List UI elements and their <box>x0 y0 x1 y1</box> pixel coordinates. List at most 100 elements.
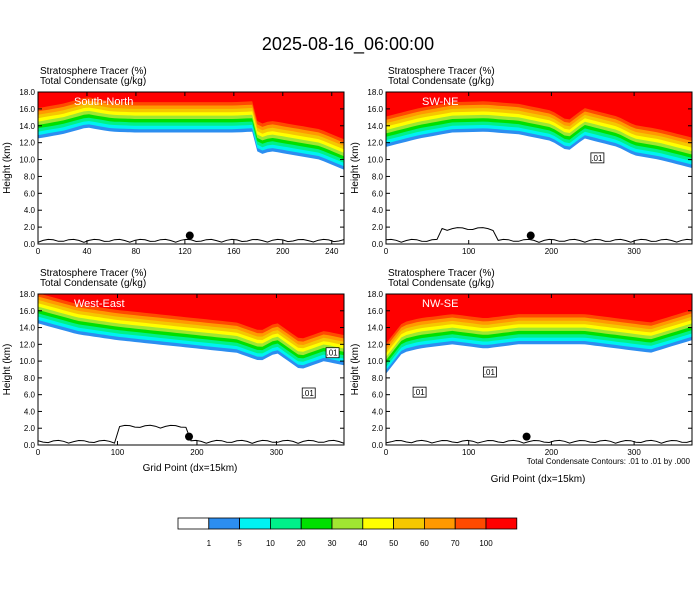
y-tick-label: 16.0 <box>19 105 35 114</box>
colorbar-cell <box>177 517 210 530</box>
plot-area: .01 <box>386 92 692 244</box>
panel-header-line2: Total Condensate (g/kg) <box>388 76 494 87</box>
y-tick-label: 2.0 <box>372 424 384 433</box>
plot-frame <box>385 293 693 446</box>
y-tick-label: 12.0 <box>367 139 383 148</box>
panel-header-line1: Stratosphere Tracer (%) <box>40 66 147 77</box>
plot-area <box>38 92 344 244</box>
contour-label-box <box>301 387 316 399</box>
colorbar-cell <box>362 517 394 530</box>
tracer-band-10 <box>38 92 344 140</box>
y-tick-label: 12.0 <box>367 340 383 349</box>
colorbar-cell <box>454 517 487 530</box>
panel-name: South-North <box>74 96 133 108</box>
colorbar-label: 100 <box>479 539 493 548</box>
contour-label-box <box>590 152 605 164</box>
y-tick-label: 2.0 <box>24 424 36 433</box>
y-tick-label: 8.0 <box>372 374 384 383</box>
x-axis-label-left: Grid Point (dx=15km) <box>143 463 238 474</box>
x-tick-label: 0 <box>384 448 389 457</box>
contour-label: .01 <box>414 388 426 397</box>
y-tick-label: 8.0 <box>24 172 36 181</box>
x-tick-label: 0 <box>36 247 41 256</box>
y-tick-label: 14.0 <box>367 324 383 333</box>
contour-label: .01 <box>591 154 603 163</box>
x-tick-label: 200 <box>276 247 290 256</box>
y-tick-label: 2.0 <box>372 223 384 232</box>
panel-header-line1: Stratosphere Tracer (%) <box>388 268 495 279</box>
location-marker <box>522 432 531 441</box>
y-tick-label: 0.0 <box>372 240 384 249</box>
tracer-band-10 <box>386 92 692 138</box>
x-tick-label: 240 <box>325 247 339 256</box>
contour-label-box <box>325 347 340 359</box>
x-tick-label: 200 <box>545 247 559 256</box>
y-tick-label: 8.0 <box>24 374 36 383</box>
panels-group: Stratosphere Tracer (%)Total Condensate … <box>2 66 693 457</box>
x-tick-label: 0 <box>384 247 389 256</box>
x-tick-label: 300 <box>627 247 641 256</box>
y-tick-label: 14.0 <box>367 122 383 131</box>
panel-header-line2: Total Condensate (g/kg) <box>388 278 494 289</box>
colorbar-label: 60 <box>420 539 429 548</box>
y-tick-label: 12.0 <box>19 139 35 148</box>
y-tick-label: 6.0 <box>372 189 384 198</box>
panel-1: Stratosphere Tracer (%)Total Condensate … <box>2 66 345 256</box>
x-tick-label: 160 <box>227 247 241 256</box>
y-tick-label: 4.0 <box>372 407 384 416</box>
figure-title: 2025-08-16_06:00:00 <box>262 34 434 55</box>
colorbar-cell <box>300 517 333 530</box>
y-tick-label: 2.0 <box>24 223 36 232</box>
y-tick-label: 0.0 <box>24 240 36 249</box>
colorbar-label: 10 <box>266 539 275 548</box>
x-tick-label: 300 <box>270 448 284 457</box>
contour-label-box <box>412 386 427 398</box>
y-tick-label: 18.0 <box>19 290 35 299</box>
y-tick-label: 0.0 <box>372 441 384 450</box>
x-tick-label: 200 <box>190 448 204 457</box>
panel-3: Stratosphere Tracer (%)Total Condensate … <box>2 268 345 457</box>
x-tick-label: 120 <box>178 247 192 256</box>
terrain-line <box>386 227 692 243</box>
colorbar-label: 40 <box>358 539 367 548</box>
contour-label-box <box>482 366 497 378</box>
x-tick-label: 100 <box>462 448 476 457</box>
y-tick-label: 6.0 <box>24 189 36 198</box>
colorbar-label: 70 <box>451 539 460 548</box>
y-axis-label: Height (km) <box>350 142 361 194</box>
panel-header-line1: Stratosphere Tracer (%) <box>40 268 147 279</box>
plot-frame <box>37 293 345 446</box>
colorbar-label: 20 <box>297 539 306 548</box>
location-marker <box>185 432 194 441</box>
contour-label: .01 <box>303 389 315 398</box>
colorbar-cell <box>393 517 425 530</box>
terrain-line <box>38 238 344 243</box>
contour-note: Total Condensate Contours: .01 to .01 by… <box>527 457 691 466</box>
x-tick-label: 200 <box>545 448 559 457</box>
y-tick-label: 10.0 <box>19 156 35 165</box>
plot-area: .01 .01 <box>386 294 692 445</box>
panel-header-line2: Total Condensate (g/kg) <box>40 278 146 289</box>
y-tick-label: 10.0 <box>19 357 35 366</box>
panel-name: NW-SE <box>422 298 458 310</box>
colorbar-label: 50 <box>389 539 398 548</box>
colorbar-cell <box>331 517 364 530</box>
panel-header-line2: Total Condensate (g/kg) <box>40 76 146 87</box>
location-marker <box>526 231 535 240</box>
plot-frame <box>385 91 693 245</box>
colorbar-cell <box>208 517 241 530</box>
y-tick-label: 10.0 <box>367 357 383 366</box>
panel-2: Stratosphere Tracer (%)Total Condensate … <box>350 66 693 256</box>
colorbar-cell <box>239 517 271 530</box>
y-tick-label: 8.0 <box>372 172 384 181</box>
y-tick-label: 14.0 <box>19 122 35 131</box>
panel-4: Stratosphere Tracer (%)Total Condensate … <box>350 268 693 457</box>
y-tick-label: 6.0 <box>372 391 384 400</box>
y-tick-label: 16.0 <box>367 105 383 114</box>
x-tick-label: 100 <box>111 448 125 457</box>
x-tick-label: 80 <box>131 247 140 256</box>
location-marker <box>185 231 194 240</box>
y-tick-label: 4.0 <box>24 206 36 215</box>
y-tick-label: 14.0 <box>19 324 35 333</box>
y-tick-label: 4.0 <box>372 206 384 215</box>
